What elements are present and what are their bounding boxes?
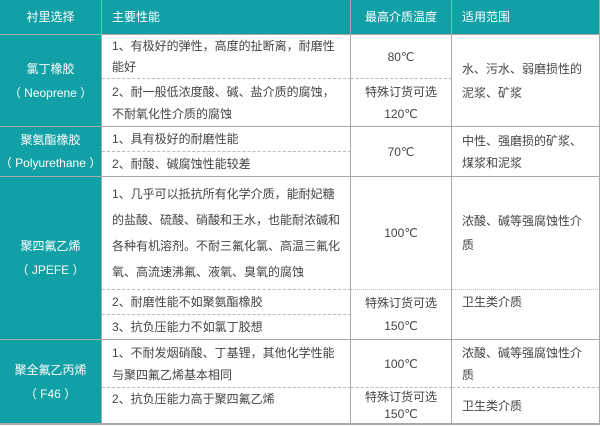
temp-value: 120℃ [384,106,418,121]
lining-ptfe: 聚四氟乙烯 （ JPEFE ） [0,177,102,340]
temp-special: 特殊订货可选 150℃ [351,388,452,425]
usage: 中性、强磨损的矿浆、煤浆和泥浆 [452,127,600,177]
usage: 卫生类介质 [452,290,600,340]
temp-note: 特殊订货可选 [364,295,437,310]
lining-polyurethane: 聚氨酯橡胶 （ Polyurethane ） [0,127,102,177]
header-usage: 适用范围 [452,0,600,35]
temp-special: 特殊订货可选 150℃ [351,290,452,340]
temp-special: 特殊订货可选 120℃ [351,79,452,127]
temp: 100℃ [351,340,452,388]
header-lining: 衬里选择 [0,0,102,35]
property: 2、抗负压能力高于聚四氟乙烯 [102,388,351,425]
property: 1、具有极好的耐磨性能 [102,127,351,152]
temp-note: 特殊订货可选 [364,389,437,404]
temp: 100℃ [351,177,452,290]
temp-note: 特殊订货可选 [364,84,437,99]
header-max-temp: 最高介质温度 [351,0,452,35]
property: 1、不耐发烟硝酸、丁基锂，其他化学性能与聚四氟乙烯基本相同 [102,340,351,388]
lining-code: （ Polyurethane ） [0,155,102,170]
usage: 浓酸、碱等强腐蚀性介质 [452,177,600,290]
temp: 70℃ [351,127,452,177]
property: 2、耐磨性能不如聚氨酯橡胶 [102,290,351,315]
lining-neoprene: 氯丁橡胶 （ Neoprene ） [0,35,102,127]
temp-value: 150℃ [384,318,418,333]
temp-value: 150℃ [384,406,418,421]
lining-name: 聚全氟乙丙烯 [14,362,87,377]
lining-name: 聚氨酯橡胶 [20,132,81,147]
property: 1、有极好的弹性，高度的扯断离，耐磨性能好 [102,35,351,79]
usage: 浓酸、碱等强腐蚀性介质 [452,340,600,388]
property: 1、几乎可以抵抗所有化学介质，能耐妃糖的盐酸、硫酸、硝酸和王水，也能耐浓碱和各种… [102,177,351,290]
usage: 水、污水、弱磨损性的泥浆、矿浆 [452,35,600,127]
lining-code: （ Neoprene ） [8,85,93,100]
temp: 80℃ [351,35,452,79]
lining-name: 氯丁橡胶 [26,61,75,76]
property: 3、抗负压能力不如氯丁胶想 [102,315,351,340]
lining-name: 聚四氟乙烯 [20,239,81,253]
lining-code: （ F46 ） [24,386,77,401]
property: 2、耐酸、碱腐蚀性能较差 [102,152,351,177]
property: 2、耐一般低浓度酸、碱、盐介质的腐蚀，不耐氧化性介质的腐蚀 [102,79,351,127]
header-properties: 主要性能 [102,0,351,35]
lining-code: （ JPEFE ） [16,263,85,277]
usage: 卫生类介质 [452,388,600,425]
lining-f46: 聚全氟乙丙烯 （ F46 ） [0,340,102,425]
